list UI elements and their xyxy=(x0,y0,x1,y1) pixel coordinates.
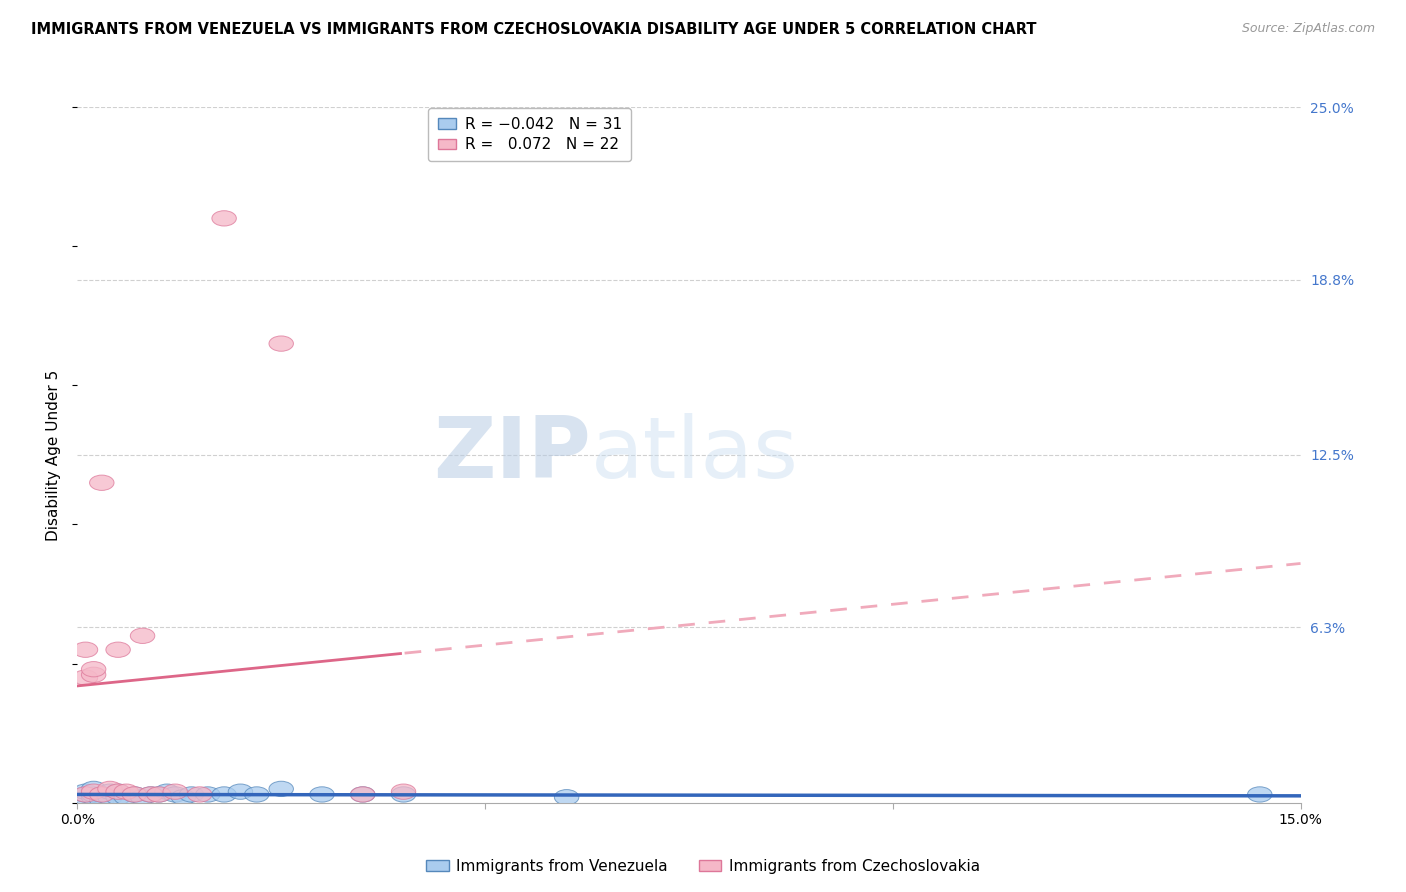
Ellipse shape xyxy=(212,787,236,802)
Ellipse shape xyxy=(195,787,221,802)
Ellipse shape xyxy=(391,787,416,802)
Ellipse shape xyxy=(73,784,98,799)
Text: ZIP: ZIP xyxy=(433,413,591,497)
Ellipse shape xyxy=(90,787,114,802)
Ellipse shape xyxy=(139,787,163,802)
Ellipse shape xyxy=(146,787,172,802)
Text: atlas: atlas xyxy=(591,413,799,497)
Ellipse shape xyxy=(146,787,172,802)
Ellipse shape xyxy=(269,336,294,351)
Ellipse shape xyxy=(122,787,146,802)
Legend: R = −0.042   N = 31, R =   0.072   N = 22: R = −0.042 N = 31, R = 0.072 N = 22 xyxy=(429,108,631,161)
Ellipse shape xyxy=(139,787,163,802)
Ellipse shape xyxy=(131,789,155,805)
Ellipse shape xyxy=(82,784,105,799)
Ellipse shape xyxy=(97,781,122,797)
Text: IMMIGRANTS FROM VENEZUELA VS IMMIGRANTS FROM CZECHOSLOVAKIA DISABILITY AGE UNDER: IMMIGRANTS FROM VENEZUELA VS IMMIGRANTS … xyxy=(31,22,1036,37)
Ellipse shape xyxy=(97,784,122,799)
Ellipse shape xyxy=(97,789,122,805)
Ellipse shape xyxy=(82,781,105,797)
Ellipse shape xyxy=(350,787,375,802)
Ellipse shape xyxy=(163,784,187,799)
Ellipse shape xyxy=(90,787,114,802)
Ellipse shape xyxy=(245,787,269,802)
Ellipse shape xyxy=(1247,787,1272,802)
Ellipse shape xyxy=(114,789,139,805)
Ellipse shape xyxy=(105,784,131,799)
Ellipse shape xyxy=(73,787,98,802)
Ellipse shape xyxy=(105,789,131,805)
Legend: Immigrants from Venezuela, Immigrants from Czechoslovakia: Immigrants from Venezuela, Immigrants fr… xyxy=(419,853,987,880)
Ellipse shape xyxy=(82,667,105,682)
Ellipse shape xyxy=(73,670,98,685)
Ellipse shape xyxy=(269,781,294,797)
Ellipse shape xyxy=(73,789,98,805)
Ellipse shape xyxy=(212,211,236,226)
Ellipse shape xyxy=(122,787,146,802)
Ellipse shape xyxy=(163,787,187,802)
Ellipse shape xyxy=(131,628,155,643)
Text: Source: ZipAtlas.com: Source: ZipAtlas.com xyxy=(1241,22,1375,36)
Ellipse shape xyxy=(105,784,131,799)
Ellipse shape xyxy=(73,787,98,802)
Ellipse shape xyxy=(82,789,105,805)
Ellipse shape xyxy=(187,787,212,802)
Ellipse shape xyxy=(554,789,579,805)
Ellipse shape xyxy=(228,784,253,799)
Ellipse shape xyxy=(350,787,375,802)
Ellipse shape xyxy=(90,475,114,491)
Ellipse shape xyxy=(82,662,105,677)
Ellipse shape xyxy=(82,787,105,802)
Ellipse shape xyxy=(391,784,416,799)
Ellipse shape xyxy=(155,784,180,799)
Ellipse shape xyxy=(114,784,139,799)
Ellipse shape xyxy=(90,792,114,807)
Ellipse shape xyxy=(309,787,335,802)
Ellipse shape xyxy=(180,787,204,802)
Y-axis label: Disability Age Under 5: Disability Age Under 5 xyxy=(46,369,62,541)
Ellipse shape xyxy=(105,642,131,657)
Ellipse shape xyxy=(73,642,98,657)
Ellipse shape xyxy=(172,789,195,805)
